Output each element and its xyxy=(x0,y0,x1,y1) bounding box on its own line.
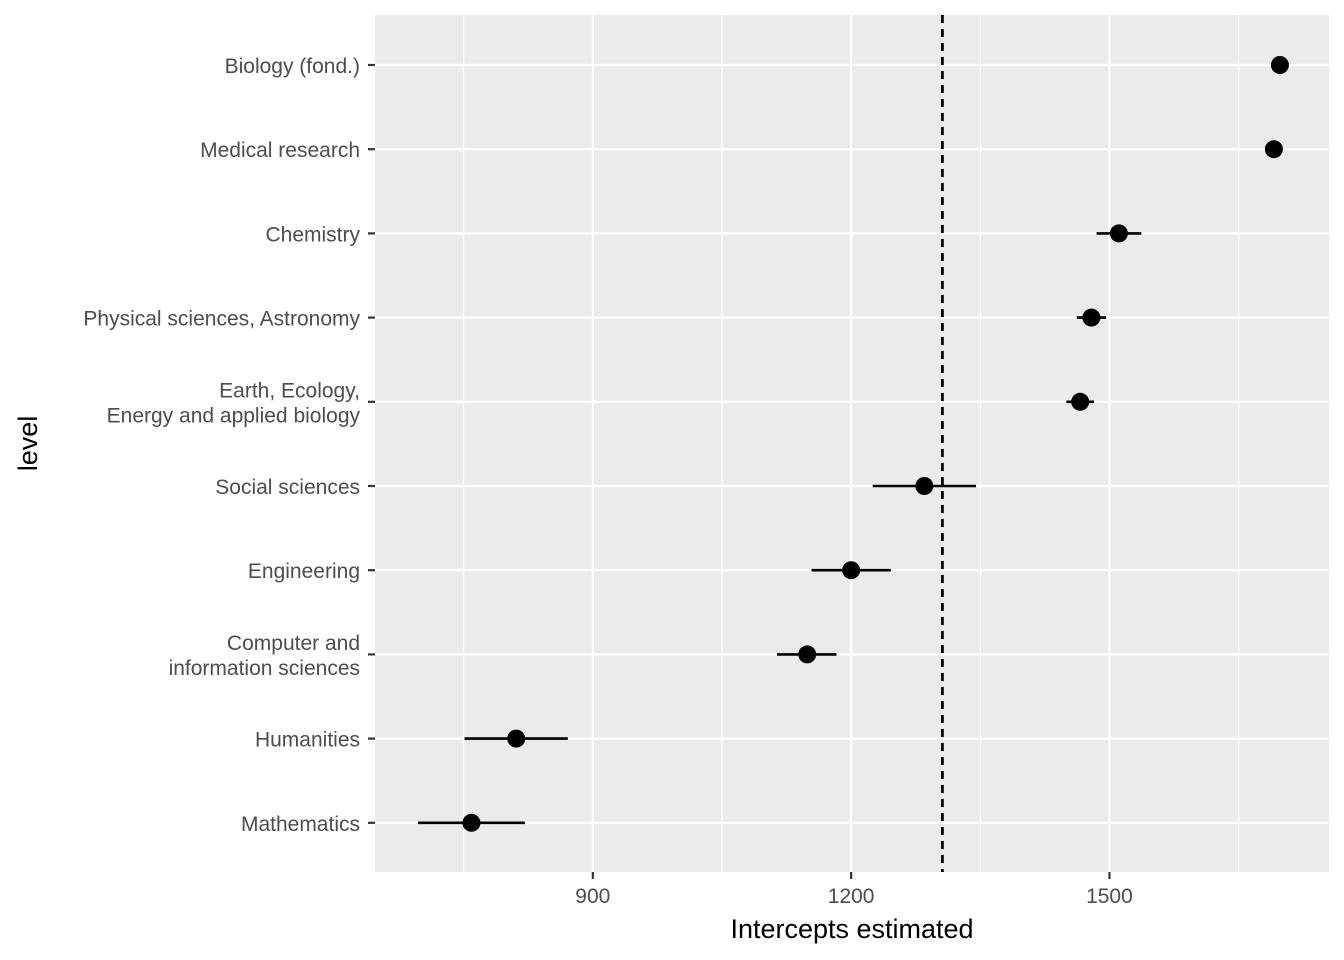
estimate-point xyxy=(1270,56,1289,74)
y-tick-label-line: Medical research xyxy=(200,139,360,162)
y-tick-label-line: Biology (fond.) xyxy=(225,55,360,78)
estimate-point xyxy=(798,645,817,664)
estimate-point xyxy=(1082,308,1101,327)
y-tick-label-line: Humanities xyxy=(255,729,360,752)
estimate-points xyxy=(462,56,1289,832)
x-axis-tick-labels: 900 1200 1500 xyxy=(575,885,1132,908)
y-tick-label-line: Computer and xyxy=(227,632,360,655)
y-tick-label: Social sciences xyxy=(215,476,360,499)
y-axis-tick-labels: Biology (fond.) Medical research Chemistry… xyxy=(83,55,360,836)
y-tick-label-line: Energy and applied biology xyxy=(107,404,361,427)
y-tick-label-line: Earth, Ecology, xyxy=(219,379,360,402)
y-tick-label: Biology (fond.) xyxy=(225,55,360,78)
y-tick-label-line: Social sciences xyxy=(215,476,360,499)
y-tick-label: Computer and information sciences xyxy=(169,632,360,680)
y-tick-label-line: Chemistry xyxy=(265,223,360,246)
y-tick-label-line: Engineering xyxy=(248,560,360,583)
x-tick-label: 900 xyxy=(575,885,610,908)
y-tick-label: Medical research xyxy=(200,139,360,162)
estimate-point xyxy=(842,561,861,580)
x-axis-ticks xyxy=(591,872,1111,879)
y-tick-label: Engineering xyxy=(248,560,360,583)
y-tick-label-line: Physical sciences, Astronomy xyxy=(83,308,360,331)
major-gridlines-x xyxy=(591,15,1111,872)
estimate-point xyxy=(915,477,934,495)
y-tick-label: Chemistry xyxy=(265,223,360,246)
y-tick-label-line: information sciences xyxy=(169,657,360,680)
minor-gridlines-x xyxy=(463,15,1240,872)
estimate-point xyxy=(1109,224,1128,243)
y-axis-title: level xyxy=(13,416,43,472)
y-tick-label: Humanities xyxy=(255,729,360,752)
x-axis-title: Intercepts estimated xyxy=(730,914,973,944)
x-tick-label: 1500 xyxy=(1086,885,1133,908)
y-axis-ticks xyxy=(368,63,375,824)
y-tick-label: Physical sciences, Astronomy xyxy=(83,308,360,331)
estimate-point xyxy=(1264,140,1283,159)
estimate-point xyxy=(1071,392,1090,411)
y-tick-label: Earth, Ecology, Energy and applied biolog… xyxy=(107,379,361,427)
estimate-point xyxy=(462,813,481,832)
estimate-point xyxy=(507,729,526,748)
y-tick-label: Mathematics xyxy=(241,813,360,836)
y-tick-label-line: Mathematics xyxy=(241,813,360,836)
x-tick-label: 1200 xyxy=(828,885,875,908)
